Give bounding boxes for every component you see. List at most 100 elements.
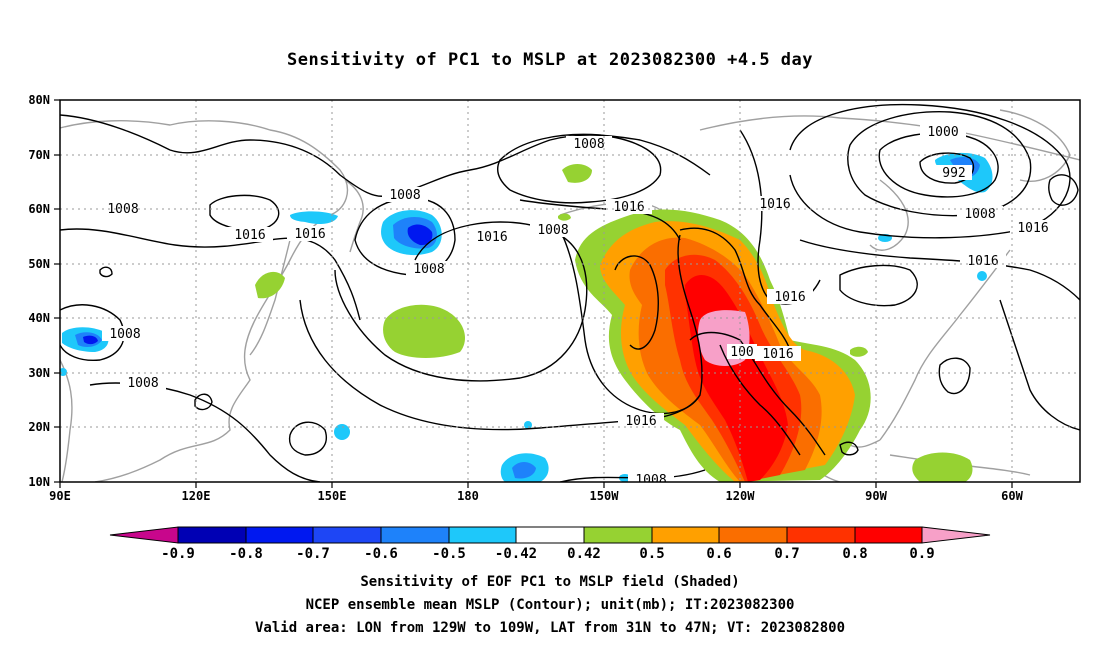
colorbar-tick: 0.8 xyxy=(842,546,867,562)
caption-contour: NCEP ensemble mean MSLP (Contour); unit(… xyxy=(305,597,795,613)
contour-1008-low-outer xyxy=(847,111,1032,217)
coast-asia-north xyxy=(60,120,349,216)
colorbar-tick: 0.7 xyxy=(774,546,799,562)
contour-label-text: 1008 xyxy=(107,202,138,217)
lat-label: 70N xyxy=(28,148,50,162)
contour-label: 992 xyxy=(936,165,972,181)
lat-label: 20N xyxy=(28,420,50,434)
colorbar-box xyxy=(718,526,788,544)
contour-label-text: 1016 xyxy=(762,347,793,362)
coast-greenland xyxy=(999,109,1071,182)
shade-blue-south xyxy=(512,462,536,479)
colorbar-box xyxy=(448,526,517,544)
contour-label: 1016 xyxy=(227,227,273,243)
contour-label-text: 1008 xyxy=(389,188,420,203)
contour-label-text: 1000 xyxy=(927,125,958,140)
axis-ticks xyxy=(54,99,1013,488)
coast-na-east xyxy=(879,249,1011,441)
lon-labels: 90E 120E 150E 180 150W 120W 90W 60W xyxy=(49,489,1023,503)
contour-label-text: 1008 xyxy=(109,327,140,342)
contour-1016-na-trough xyxy=(559,229,703,415)
contour-small3 xyxy=(839,441,859,456)
colorbar-end-right xyxy=(921,526,991,544)
contour-label-text: 992 xyxy=(942,166,965,181)
colorbar-tick: -0.7 xyxy=(296,546,330,562)
lon-label: 120E xyxy=(182,489,211,503)
contour-label: 1008 xyxy=(530,222,576,238)
shade-dkblue-ne-pacific xyxy=(407,224,433,246)
lat-labels: 80N 70N 60N 50N 40N 30N 20N 10N xyxy=(28,93,50,489)
colorbar xyxy=(109,526,991,544)
shade-green-small2 xyxy=(558,213,571,221)
colorbar-box xyxy=(380,526,450,544)
contour-label: 1008 xyxy=(406,261,452,277)
colorbar-tick: -0.42 xyxy=(495,546,537,562)
colorbar-box xyxy=(312,526,382,544)
contour-label: 1000 xyxy=(920,124,966,140)
contour-label-text: 1016 xyxy=(613,200,644,215)
shade-dkblue-india xyxy=(83,335,98,345)
contour-label-text: 1016 xyxy=(1017,221,1048,236)
coast-hudson xyxy=(869,179,909,251)
contour-1016-east xyxy=(799,239,1080,301)
colorbar-box xyxy=(245,526,314,544)
contour-label: 1016 xyxy=(287,226,333,242)
contour-1016-atlantic xyxy=(839,264,918,307)
contour-label: 1016 xyxy=(606,199,652,215)
coast-kamchatka xyxy=(344,179,364,253)
contour-label: 1008 xyxy=(957,206,1003,222)
contour-small1 xyxy=(288,421,327,456)
contour-label-text: 1008 xyxy=(964,207,995,222)
contour-1008-mexico2 xyxy=(719,344,801,456)
contour-label: 100 xyxy=(727,344,757,360)
shade-lightblue-dot6 xyxy=(60,368,67,376)
colorbar-tick: 0.5 xyxy=(639,546,664,562)
lat-label: 80N xyxy=(28,93,50,107)
contour-label: 1016 xyxy=(752,196,798,212)
colorbar-tick: 0.6 xyxy=(706,546,731,562)
contour-1016-kamchatka xyxy=(209,194,280,232)
contour-small4 xyxy=(99,266,113,278)
colorbar-box xyxy=(854,526,923,544)
contour-label-text: 1008 xyxy=(573,137,604,152)
contour-label: 1016 xyxy=(960,253,1006,269)
lat-label: 50N xyxy=(28,257,50,271)
colorbar-box xyxy=(786,526,856,544)
contour-1016-na-west xyxy=(679,227,791,351)
contour-labels: 1008 1008 1008 1008 1008 1008 xyxy=(102,124,1049,488)
contour-1016-pacific-west xyxy=(60,228,361,321)
contour-label-text: 1016 xyxy=(759,197,790,212)
lat-label: 60N xyxy=(28,202,50,216)
lon-label: 90E xyxy=(49,489,71,503)
contour-1016-atlantic2 xyxy=(938,357,971,395)
contour-label-text: 100 xyxy=(730,345,753,360)
sensitivity-shading xyxy=(60,152,993,482)
lat-label: 30N xyxy=(28,366,50,380)
contour-label-text: 1008 xyxy=(635,473,666,488)
contour-label-text: 1016 xyxy=(294,227,325,242)
contour-label: 1016 xyxy=(767,289,813,305)
contour-label-text: 1008 xyxy=(413,262,444,277)
contour-label: 1008 xyxy=(382,187,428,203)
coast-east-asia xyxy=(94,214,331,482)
lon-label: 60W xyxy=(1001,489,1023,503)
contour-label: 1016 xyxy=(469,229,515,245)
contour-1008-ne-pacific xyxy=(354,197,456,276)
contour-label-text: 1016 xyxy=(234,228,265,243)
contour-label: 1008 xyxy=(102,326,148,342)
contour-1008-mexico xyxy=(689,331,826,456)
lon-label: 150W xyxy=(590,489,620,503)
lon-label: 180 xyxy=(457,489,479,503)
contour-label-text: 1016 xyxy=(774,290,805,305)
contour-1016-low-outer xyxy=(789,103,1071,239)
colorbar-tick: 0.42 xyxy=(567,546,601,562)
contour-label-text: 1008 xyxy=(537,223,568,238)
shade-green-small1 xyxy=(850,346,868,357)
shade-green-asia xyxy=(255,271,285,299)
shade-green-atlantic xyxy=(912,452,973,482)
contour-label-text: 1008 xyxy=(127,376,158,391)
caption-shading: Sensitivity of EOF PC1 to MSLP field (Sh… xyxy=(360,574,740,590)
contour-label-text: 1016 xyxy=(625,414,656,429)
contour-label-text: 1016 xyxy=(476,230,507,245)
graticule xyxy=(60,100,1080,482)
